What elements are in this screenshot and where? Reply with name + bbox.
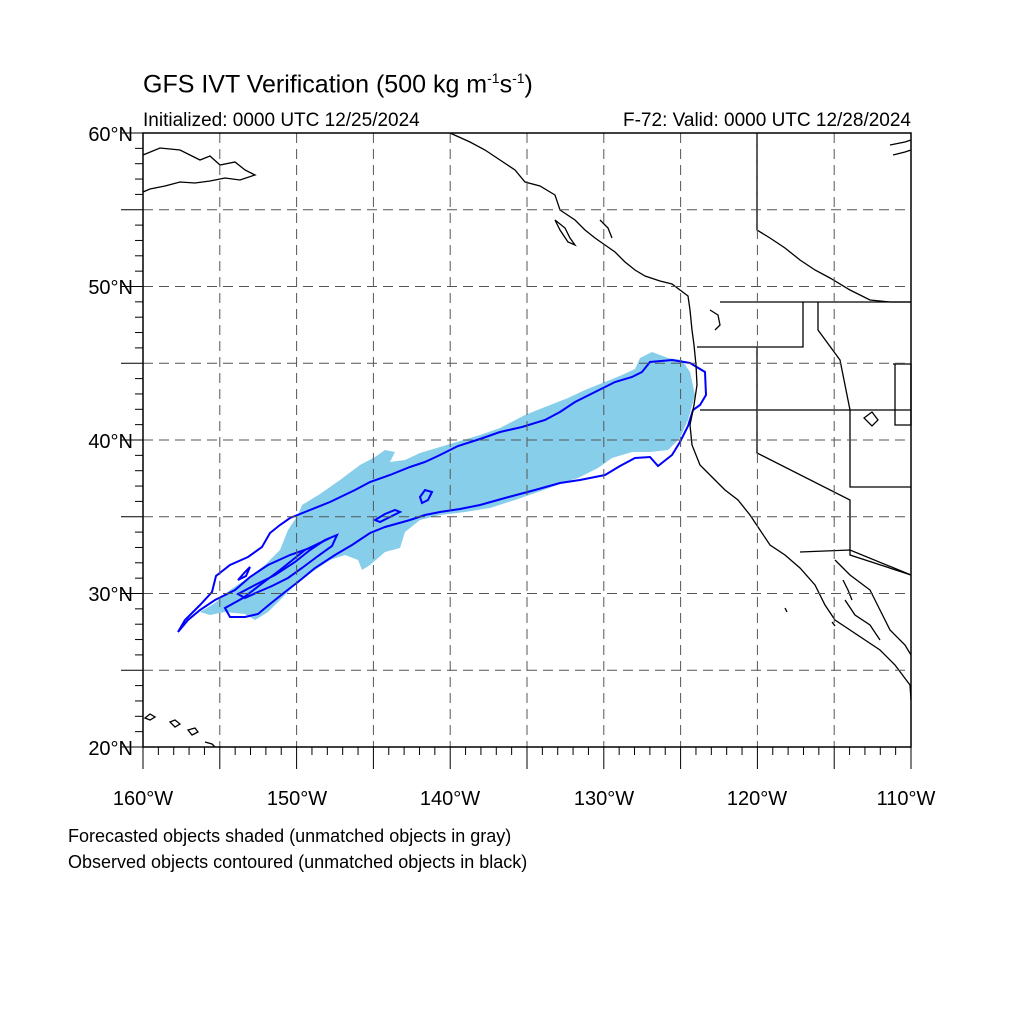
lat-label: 40°N: [88, 431, 133, 453]
map-frame: [142, 132, 912, 748]
lon-labels: 160°W 150°W 140°W 130°W 120°W 110°W: [113, 788, 936, 810]
lat-label: 20°N: [88, 738, 133, 760]
forecast-objects: [200, 352, 695, 620]
observed-object-small: [372, 508, 403, 524]
map-title: GFS IVT Verification (500 kg m-1s-1): [143, 70, 533, 99]
initialized-time: Initialized: 0000 UTC 12/25/2024: [143, 110, 420, 131]
lon-label: 150°W: [267, 788, 327, 810]
lat-label: 60°N: [88, 124, 133, 146]
forecast-object: [200, 352, 695, 620]
lon-label: 110°W: [877, 788, 936, 810]
observed-object-inner: [235, 533, 339, 600]
observed-object-small: [237, 566, 251, 581]
legend-note-forecast: Forecasted objects shaded (unmatched obj…: [68, 826, 512, 846]
lon-label: 160°W: [113, 788, 173, 810]
graticule: [143, 133, 911, 747]
observed-objects: [177, 358, 708, 633]
observed-object-small: [418, 488, 434, 505]
axis-ticks: [121, 132, 912, 769]
lat-labels: 20°N 30°N 40°N 50°N 60°N: [88, 124, 133, 760]
lon-label: 130°W: [574, 788, 634, 810]
valid-time: F-72: Valid: 0000 UTC 12/28/2024: [623, 110, 911, 131]
lon-label: 120°W: [727, 788, 787, 810]
lon-label: 140°W: [420, 788, 480, 810]
lat-label: 30°N: [88, 584, 133, 606]
observed-object-outer: [177, 358, 708, 633]
lat-label: 50°N: [88, 277, 133, 299]
legend-note-observed: Observed objects contoured (unmatched ob…: [68, 852, 528, 872]
